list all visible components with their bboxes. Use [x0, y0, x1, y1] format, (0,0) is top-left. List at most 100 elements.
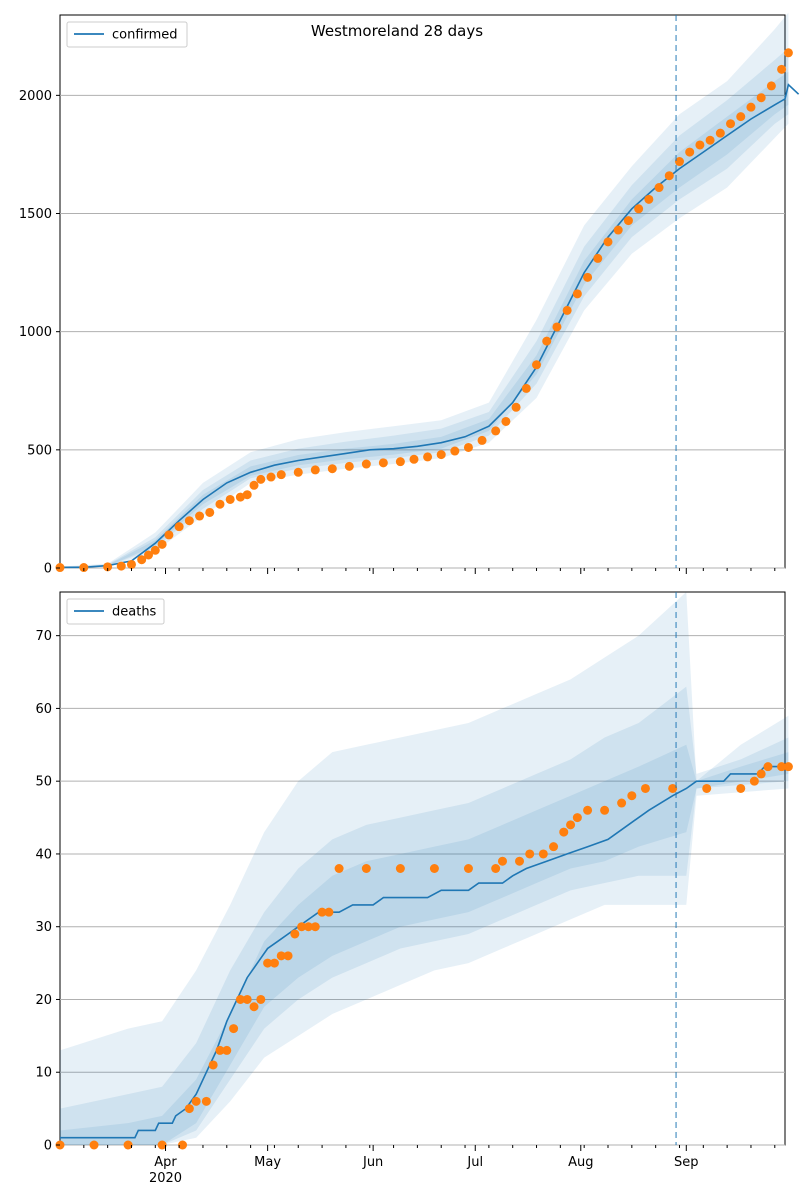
observed-point — [126, 559, 136, 569]
observed-point — [395, 864, 405, 873]
observed-point — [436, 450, 446, 460]
observed-point — [395, 457, 405, 467]
observed-point — [409, 454, 419, 464]
observed-point — [583, 805, 593, 815]
observed-point — [491, 426, 501, 436]
observed-point — [310, 465, 320, 475]
deaths-plot-area — [59, 591, 786, 1146]
observed-point — [501, 416, 511, 426]
observed-point — [674, 157, 684, 167]
observed-point — [310, 922, 320, 932]
observed-point — [256, 474, 266, 484]
observed-point — [225, 494, 235, 504]
observed-point — [324, 907, 334, 917]
observed-point — [103, 562, 113, 572]
observed-point — [423, 452, 433, 462]
confirmed-legend-box — [66, 21, 188, 48]
observed-point — [644, 194, 654, 204]
y-tick-label: 2000 — [19, 89, 52, 104]
observed-point — [174, 522, 184, 532]
observed-point — [303, 922, 313, 932]
observed-point — [477, 435, 487, 445]
y-tick-label: 1500 — [19, 207, 52, 222]
observed-point — [229, 1024, 239, 1034]
observed-point — [201, 1096, 211, 1106]
observed-point — [705, 135, 715, 145]
confirmed-panel: 0 500 1000 1500 2000 Westmoreland 28 days co… — [19, 12, 800, 577]
confirmed-plot-area — [59, 14, 786, 569]
x-tick-label: Sep — [674, 1155, 699, 1170]
observed-point — [293, 467, 303, 477]
confirmed-model-line — [60, 83, 800, 569]
observed-point — [191, 1096, 201, 1106]
observed-point — [137, 555, 147, 565]
x-tick-year-label: 2020 — [149, 1171, 182, 1186]
observed-point — [79, 563, 89, 573]
observed-point — [235, 994, 245, 1004]
observed-point — [123, 1140, 133, 1150]
y-tick-label: 0 — [44, 1139, 52, 1154]
observed-point — [297, 922, 307, 932]
observed-point — [766, 81, 776, 91]
observed-point — [552, 322, 562, 332]
observed-point — [736, 783, 746, 793]
observed-point — [726, 119, 736, 129]
uncertainty-band — [60, 744, 789, 1145]
deaths-model-line — [60, 765, 789, 1139]
observed-point — [562, 305, 572, 315]
observed-point — [361, 459, 371, 469]
observed-point — [215, 1045, 225, 1055]
y-tick-label: 10 — [35, 1066, 52, 1081]
observed-point — [715, 128, 725, 138]
observed-point — [634, 204, 644, 214]
y-tick-label: 0 — [44, 562, 52, 577]
observed-point — [783, 762, 793, 772]
observed-point — [450, 446, 460, 456]
observed-point — [756, 769, 766, 779]
observed-point — [235, 492, 245, 502]
deaths-y-axis: 0 10 20 30 40 50 60 70 — [35, 629, 60, 1154]
observed-point — [157, 1140, 167, 1150]
observed-point — [184, 1104, 194, 1114]
observed-point — [777, 64, 787, 74]
observed-point — [283, 951, 293, 961]
y-tick-label: 500 — [27, 443, 52, 458]
observed-point — [463, 864, 473, 873]
observed-point — [242, 490, 252, 500]
observed-point — [497, 856, 507, 866]
uncertainty-band — [60, 592, 789, 1145]
observed-point — [654, 183, 664, 193]
observed-point — [178, 1140, 188, 1150]
observed-point — [566, 820, 576, 830]
confirmed-legend: confirmed — [66, 21, 188, 48]
observed-point — [559, 827, 569, 837]
observed-point — [749, 776, 759, 786]
x-tick-label: Jul — [466, 1155, 483, 1170]
observed-point — [242, 994, 252, 1004]
observed-point — [208, 1060, 218, 1070]
observed-point — [334, 864, 344, 873]
x-tick-label: Apr — [154, 1155, 177, 1170]
confirmed-legend-label: confirmed — [112, 28, 178, 43]
observed-point — [266, 472, 276, 482]
y-tick-label: 70 — [35, 629, 52, 644]
observed-point — [515, 856, 525, 866]
uncertainty-band — [60, 686, 789, 1145]
observed-point — [276, 470, 286, 480]
deaths-legend-label: deaths — [112, 605, 157, 620]
y-tick-label: 60 — [35, 702, 52, 717]
observed-point — [668, 783, 678, 793]
observed-point — [378, 458, 388, 468]
observed-point — [583, 272, 593, 282]
y-tick-label: 40 — [35, 847, 52, 862]
chart-title: Westmoreland 28 days — [311, 22, 483, 40]
x-tick-label: May — [254, 1155, 281, 1170]
observed-point — [572, 289, 582, 299]
deaths-gridlines — [60, 635, 785, 1146]
observed-point — [549, 842, 559, 852]
observed-point — [116, 561, 126, 571]
observed-point — [685, 147, 695, 157]
